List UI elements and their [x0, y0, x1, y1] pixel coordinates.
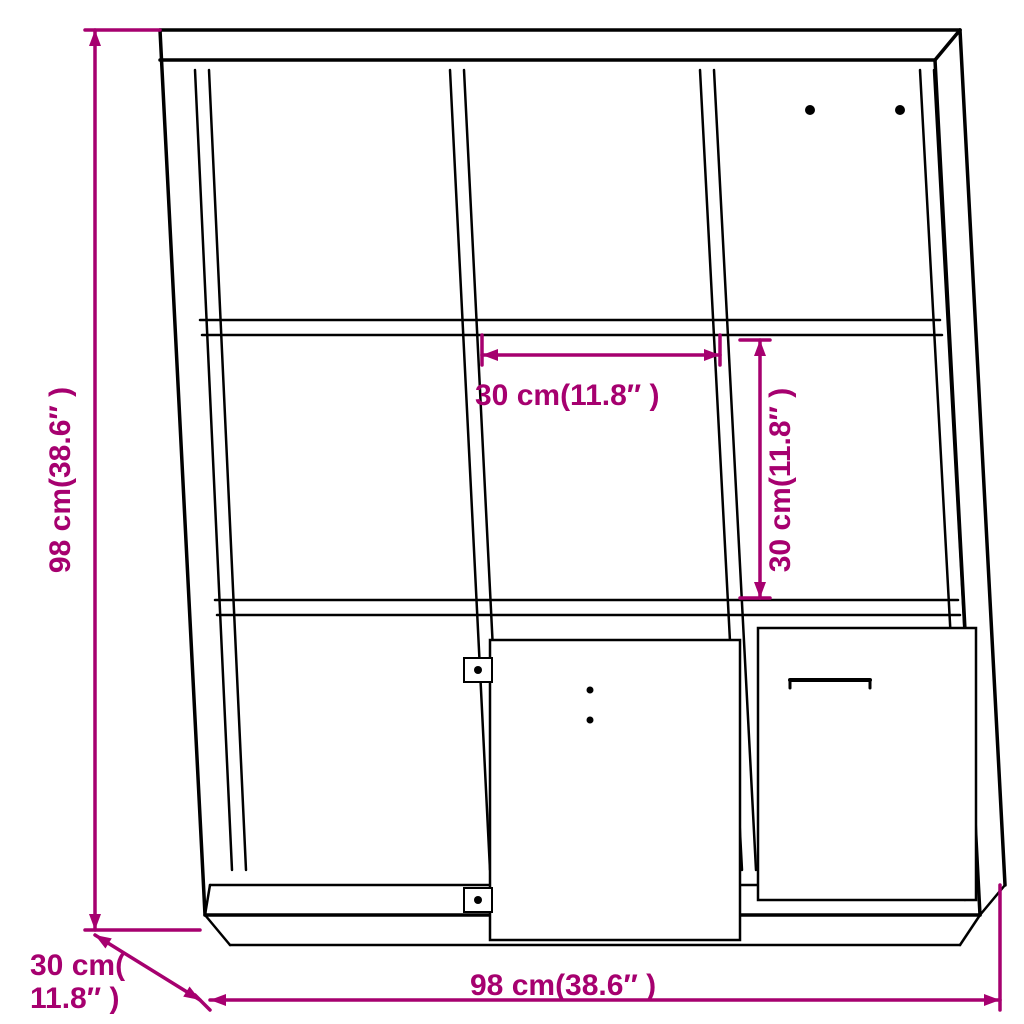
dim-depth-label: 11.8″ ) — [30, 982, 119, 1015]
cabinet-door-open — [490, 640, 740, 940]
arrow-head — [89, 914, 101, 930]
mounting-hole-icon — [895, 105, 905, 115]
dim-width-label: 98 cm(38.6″ ) — [470, 969, 656, 1002]
cabinet-door-closed — [758, 628, 976, 900]
dim-height-label: 98 cm(38.6″ ) — [44, 387, 77, 573]
line — [195, 995, 210, 1010]
line — [205, 915, 230, 945]
arrow-head — [210, 994, 226, 1006]
line — [935, 30, 960, 60]
arrow-head — [95, 935, 112, 949]
arrow-head — [704, 349, 720, 361]
mounting-hole-icon — [805, 105, 815, 115]
dimension-diagram: 98 cm(38.6″ ) 30 cm(11.8″ ) 98 cm(38.6″ ) 3… — [0, 0, 1024, 1024]
dim-depth-label: 30 cm( — [30, 949, 125, 982]
arrow-head — [89, 30, 101, 46]
arrow-head — [482, 349, 498, 361]
dim-compw-label: 30 cm(11.8″ ) — [475, 379, 659, 412]
line — [960, 915, 980, 945]
arrow-head — [984, 994, 1000, 1006]
arrow-head — [754, 340, 766, 356]
screw-hole-icon — [587, 687, 594, 694]
dim-comph-label: 30 cm(11.8″ ) — [764, 388, 797, 572]
arrow-head — [754, 582, 766, 598]
screw-hole-icon — [587, 717, 594, 724]
